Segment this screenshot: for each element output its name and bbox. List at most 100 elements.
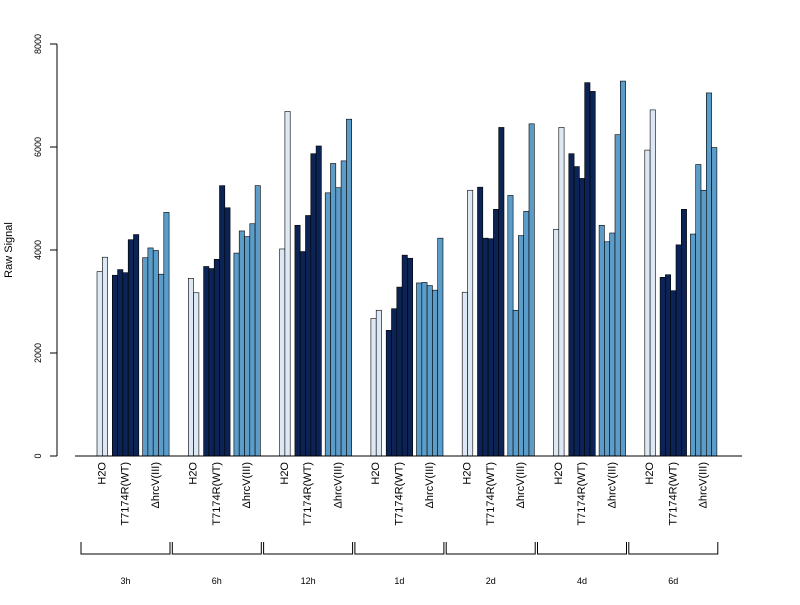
bar [467, 189, 474, 457]
bar [675, 244, 682, 457]
bar [609, 232, 616, 457]
group-bracket [537, 542, 627, 555]
bar [203, 266, 210, 457]
bar [147, 247, 154, 457]
bar [163, 212, 170, 457]
bar [695, 164, 702, 457]
bar [482, 237, 489, 457]
bar [589, 91, 596, 457]
bar-label: ΔhrcV(III) [241, 462, 253, 508]
bar [705, 92, 712, 457]
group-brackets-layer: 3h 6h 12h 1d 2d 4d 6d [80, 542, 719, 586]
bar [416, 282, 423, 457]
bar [249, 223, 256, 457]
bar [219, 185, 226, 457]
group-label: 6h [212, 576, 222, 586]
bar [523, 211, 530, 457]
bar [254, 185, 261, 457]
bar-label: H2O [644, 462, 656, 485]
y-tick-label: 0 [33, 453, 43, 458]
bar-label: T7174R(WT) [302, 462, 314, 526]
bar-label: T7174R(WT) [485, 462, 497, 526]
bar [659, 276, 666, 457]
bar [487, 238, 494, 457]
bar [238, 230, 245, 457]
bar [518, 235, 525, 457]
bar [461, 291, 468, 457]
y-axis: 0 2000 4000 6000 8000 [33, 34, 58, 459]
bar [310, 153, 317, 457]
bar [335, 187, 342, 457]
bar [477, 186, 484, 457]
group-label: 4d [577, 576, 587, 586]
bar [614, 134, 621, 457]
bar-labels-layer: H2O T7174R(WT) ΔhrcV(III) H2O T7174R(WT) Δhrc… [96, 462, 709, 526]
y-tick-label: 2000 [33, 343, 43, 363]
bar-label: H2O [553, 462, 565, 485]
bar [584, 82, 591, 457]
bar [396, 286, 403, 457]
bar [112, 274, 118, 457]
y-tick-label: 8000 [33, 34, 43, 54]
bar-label: H2O [370, 462, 382, 485]
bar [233, 252, 240, 457]
bar [711, 147, 718, 457]
bar [102, 256, 108, 457]
bar [558, 127, 565, 457]
bar-label: H2O [96, 462, 108, 485]
group-bracket [171, 542, 262, 555]
bar [158, 273, 165, 457]
bar [401, 254, 408, 457]
y-tick-label: 6000 [33, 137, 43, 157]
bar [619, 80, 626, 457]
bar [568, 153, 575, 457]
bar-label: ΔhrcV(III) [515, 462, 527, 508]
bar [294, 224, 301, 457]
bar-label: T7174R(WT) [393, 462, 405, 526]
bar [573, 166, 580, 457]
bar-label: ΔhrcV(III) [606, 462, 618, 508]
bar [330, 163, 337, 457]
group-label: 2d [486, 576, 496, 586]
bar [426, 285, 433, 457]
bar [493, 209, 499, 457]
bar [152, 250, 159, 457]
bar [391, 308, 398, 457]
bar [208, 268, 215, 457]
group-bracket [628, 542, 719, 555]
group-label: 1d [394, 576, 404, 586]
bar [507, 195, 514, 457]
bar [188, 278, 194, 457]
bar [437, 237, 444, 457]
bar [213, 258, 220, 457]
bar-label: H2O [462, 462, 474, 485]
group-bracket [263, 542, 354, 555]
bar [122, 272, 129, 457]
bar-label: H2O [279, 462, 291, 485]
group-label: 3h [120, 576, 130, 586]
group-label: 6d [668, 576, 678, 586]
y-axis-label: Raw Signal [3, 222, 15, 278]
bar [224, 207, 231, 457]
bar [193, 292, 200, 457]
bar-label: T7174R(WT) [211, 462, 223, 526]
bar-label: ΔhrcV(III) [332, 462, 344, 508]
bar [512, 309, 519, 457]
bar [375, 309, 382, 457]
bar [498, 127, 505, 457]
bar [700, 189, 707, 457]
bar [665, 274, 672, 457]
group-label: 12h [301, 576, 316, 586]
bar [127, 239, 134, 457]
bar [604, 241, 611, 457]
group-bracket [445, 542, 536, 555]
bar [279, 248, 286, 457]
bar [407, 257, 413, 457]
bar [421, 282, 428, 457]
bar-label: T7174R(WT) [120, 462, 132, 526]
bar [96, 271, 103, 457]
bar-label: ΔhrcV(III) [698, 462, 710, 508]
bar [553, 229, 560, 457]
bar [133, 234, 140, 457]
